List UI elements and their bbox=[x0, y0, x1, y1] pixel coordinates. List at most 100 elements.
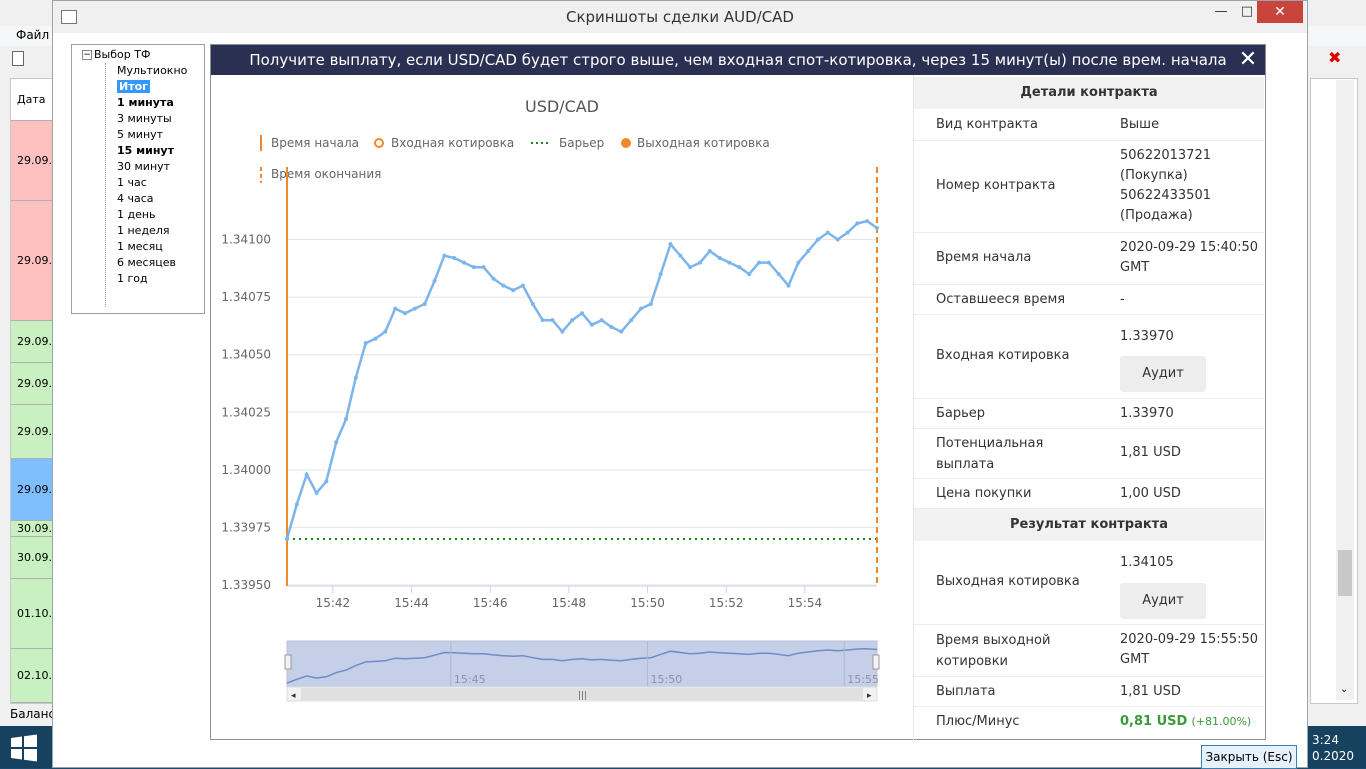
row-start-time: Время начала 2020-09-29 15:40:50 GMT bbox=[914, 233, 1264, 285]
collapse-icon[interactable]: − bbox=[82, 50, 92, 60]
trade-screenshots-dialog: Скриншоты сделки AUD/CAD — □ ✕ − Выбор Т… bbox=[52, 0, 1308, 769]
tree-item[interactable]: 6 месяцев bbox=[117, 256, 176, 269]
grid-row[interactable]: 29.09.2 bbox=[11, 363, 59, 405]
exit-value: 1.34105 bbox=[1120, 555, 1174, 570]
window-title: Скриншоты сделки AUD/CAD bbox=[565, 8, 794, 26]
price-point bbox=[648, 302, 653, 307]
tree-item[interactable]: 5 минут bbox=[117, 128, 164, 141]
row-payout: Выплата 1,81 USD bbox=[914, 677, 1264, 707]
price-point bbox=[363, 341, 368, 346]
price-point bbox=[501, 283, 506, 288]
contract-banner: Получите выплату, если USD/CAD будет стр… bbox=[211, 45, 1265, 99]
entry-audit-button[interactable]: Аудит bbox=[1120, 356, 1206, 392]
price-point bbox=[855, 221, 860, 226]
tree-item[interactable]: 4 часа bbox=[117, 192, 154, 205]
price-point bbox=[737, 265, 742, 270]
legend-exit-marker bbox=[621, 138, 631, 148]
price-point bbox=[757, 260, 761, 265]
price-point bbox=[560, 329, 565, 334]
scroll-down-icon[interactable]: ⌄ bbox=[1340, 684, 1349, 695]
exit-time-label: Время выходной котировки bbox=[936, 630, 1050, 672]
legend-label: Выходная котировка bbox=[637, 136, 770, 150]
tree-item[interactable]: Итог bbox=[117, 80, 150, 93]
start-time-tz: GMT bbox=[1120, 260, 1150, 275]
tree-item[interactable]: 1 месяц bbox=[117, 240, 163, 253]
price-point bbox=[639, 306, 643, 311]
profit-loss-value: 0,81 USD (+81.00%) bbox=[1120, 712, 1251, 732]
price-point bbox=[304, 472, 309, 477]
grid-row[interactable]: 29.09.2 bbox=[11, 405, 59, 459]
tree-item[interactable]: 1 год bbox=[117, 272, 148, 285]
tree-item[interactable]: 1 минута bbox=[117, 96, 174, 109]
close-esc-button[interactable]: Закрыть (Esc) bbox=[1201, 745, 1297, 769]
menu-file[interactable]: Файл bbox=[16, 28, 50, 42]
tree-item[interactable]: 1 неделя bbox=[117, 224, 170, 237]
profit-percent: (+81.00%) bbox=[1191, 715, 1252, 728]
price-point bbox=[766, 260, 771, 265]
exit-time-value: 2020-09-29 15:55:50 GMT bbox=[1120, 630, 1258, 670]
tree-item[interactable]: 15 минут bbox=[117, 144, 174, 157]
price-point bbox=[383, 329, 388, 334]
price-point bbox=[688, 265, 693, 270]
minimize-icon[interactable]: — bbox=[1214, 4, 1228, 19]
row-remaining: Оставшееся время - bbox=[914, 285, 1264, 315]
contract-details: Детали контракта Вид контракта Выше Номе… bbox=[913, 75, 1264, 741]
grid-row[interactable]: 29.09.2 bbox=[11, 459, 59, 521]
scroll-right-icon[interactable]: ▸ bbox=[867, 691, 872, 701]
price-point bbox=[344, 417, 348, 422]
contract-number-sell-tag: (Продажа) bbox=[1120, 208, 1193, 223]
y-tick-label: 1.34075 bbox=[221, 290, 271, 304]
tree-item[interactable]: 1 час bbox=[117, 176, 147, 189]
tree-root[interactable]: Выбор ТФ bbox=[94, 48, 151, 61]
scrollbar-thumb[interactable] bbox=[1338, 550, 1352, 596]
price-line bbox=[285, 219, 878, 540]
payout-label: Выплата bbox=[936, 684, 996, 699]
exit-audit-button[interactable]: Аудит bbox=[1120, 583, 1206, 619]
window-close-button[interactable]: ✕ bbox=[1257, 1, 1303, 23]
tray-clock[interactable]: 3:24 0.2020 bbox=[1312, 732, 1354, 764]
tree-item[interactable]: 30 минут bbox=[117, 160, 171, 173]
exit-time-label-1: Время выходной bbox=[936, 633, 1051, 648]
x-tick-label: 15:50 bbox=[630, 596, 665, 610]
contract-number-buy: 50622013721 bbox=[1120, 148, 1211, 163]
maximize-icon[interactable]: □ bbox=[1240, 4, 1254, 19]
windows-start-icon[interactable] bbox=[10, 734, 38, 762]
row-potential-payout: Потенциальная выплата 1,81 USD bbox=[914, 429, 1264, 479]
delete-icon[interactable]: ✖ bbox=[1328, 48, 1342, 67]
grid-row[interactable]: 30.09.2 bbox=[11, 521, 59, 537]
row-exit-spot: Выходная котировка 1.34105 Аудит bbox=[914, 541, 1264, 625]
contract-type-value: Выше bbox=[1120, 117, 1160, 132]
grid-row[interactable]: 01.10.2 bbox=[11, 579, 59, 649]
grid-row[interactable]: 29.09.2 bbox=[11, 321, 59, 363]
price-point bbox=[481, 265, 486, 270]
title-bar[interactable] bbox=[53, 1, 1307, 33]
scroll-left-icon[interactable]: ◂ bbox=[291, 691, 296, 701]
barrier-label: Барьер bbox=[936, 406, 986, 421]
grid-row[interactable]: 29.09.2 bbox=[11, 121, 59, 201]
price-point bbox=[776, 272, 781, 277]
price-point bbox=[609, 325, 614, 330]
price-point bbox=[540, 318, 545, 323]
grid-row[interactable]: 02.10.2 bbox=[11, 649, 59, 703]
navigator-right-handle[interactable] bbox=[872, 654, 880, 670]
banner-close-icon[interactable]: ✕ bbox=[1238, 47, 1258, 72]
tree-item[interactable]: 3 минуты bbox=[117, 112, 172, 125]
y-tick-label: 1.34050 bbox=[221, 348, 271, 362]
grid-row[interactable]: 30.09.2 bbox=[11, 537, 59, 579]
exit-time-tz: GMT bbox=[1120, 652, 1150, 667]
contract-number-buy-tag: (Покупка) bbox=[1120, 168, 1188, 183]
grid-header: Дата bbox=[11, 79, 53, 121]
new-doc-icon[interactable] bbox=[12, 51, 24, 66]
grid-row[interactable]: 29.09.2 bbox=[11, 201, 59, 321]
tree-item[interactable]: Мультиокно bbox=[117, 64, 188, 77]
contract-number-label: Номер контракта bbox=[936, 178, 1056, 193]
x-tick-label: 15:44 bbox=[394, 596, 429, 610]
chart-title: USD/CAD bbox=[525, 97, 599, 116]
navigator-left-handle[interactable] bbox=[284, 654, 292, 670]
tree-item[interactable]: 1 день bbox=[117, 208, 156, 221]
x-tick-label: 15:48 bbox=[552, 596, 587, 610]
price-point bbox=[786, 283, 791, 288]
background-scrollbar[interactable] bbox=[1336, 80, 1354, 700]
navigator-tick-label: 15:55 bbox=[847, 673, 879, 686]
navigator-scroll-thumb[interactable] bbox=[301, 688, 863, 700]
